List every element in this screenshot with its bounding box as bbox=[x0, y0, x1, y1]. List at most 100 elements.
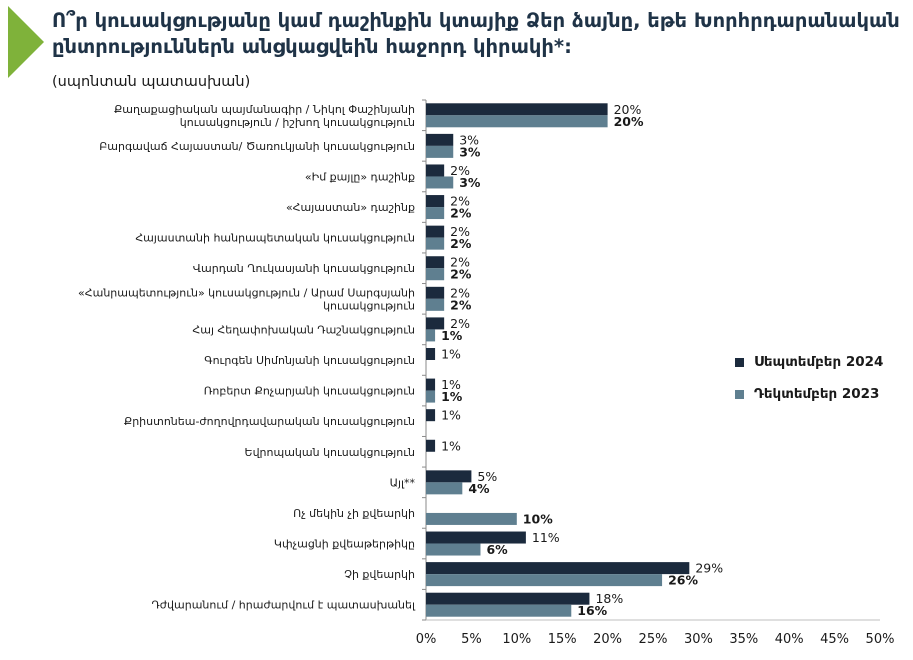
x-tick-label: 5% bbox=[461, 632, 482, 647]
bar-2024 bbox=[426, 256, 445, 269]
category-label: Քաղաքացիական պայմանագիր / Նիկոլ Փաշինյան… bbox=[114, 103, 415, 116]
data-label-2023: 2% bbox=[450, 206, 472, 221]
category-label: «Հանրապետություն» կուսակցություն / Արամ … bbox=[78, 286, 415, 299]
bar-2023 bbox=[426, 390, 436, 403]
legend-swatch-2023 bbox=[735, 389, 744, 399]
data-label-2023: 3% bbox=[459, 144, 481, 159]
category-label: կուսակցություն / իշխող կուսակցություն bbox=[180, 116, 415, 129]
legend-label-2023: Դեկտեմբեր 2023 bbox=[754, 386, 880, 402]
x-tick-label: 15% bbox=[548, 632, 577, 647]
bar-2024 bbox=[426, 470, 472, 483]
data-label-2024: 5% bbox=[477, 469, 497, 484]
data-label-2024: 20% bbox=[614, 102, 642, 117]
title-arrow-icon bbox=[8, 6, 44, 78]
data-label-2024: 1% bbox=[441, 347, 461, 362]
category-label: կուսակցություն bbox=[323, 299, 415, 312]
legend-item-2024: Սեպտեմբեր 2024 bbox=[735, 352, 883, 372]
data-label-2024: 2% bbox=[450, 285, 470, 300]
data-label-2023: 2% bbox=[450, 297, 472, 312]
category-label: Վարդան Ղուկասյանի կուսակցություն bbox=[193, 262, 415, 275]
data-label-2024: 11% bbox=[532, 530, 560, 545]
bar-2023 bbox=[426, 298, 445, 311]
category-label: «Իմ քայլը» դաշինք bbox=[305, 170, 415, 183]
x-tick-label: 45% bbox=[820, 632, 849, 647]
category-label: Հայ Հեղափոխական Դաշնակցություն bbox=[192, 323, 415, 336]
category-label: Այլ** bbox=[390, 476, 416, 489]
bar-2024 bbox=[426, 348, 436, 360]
bar-2023 bbox=[426, 574, 663, 587]
bar-2024 bbox=[426, 531, 526, 544]
bar-2023 bbox=[426, 512, 517, 525]
x-tick-label: 0% bbox=[416, 632, 437, 647]
data-label-2023: 10% bbox=[523, 511, 553, 526]
category-label: Հայաստանի հանրապետական կուսակցություն bbox=[135, 232, 415, 245]
category-label: Չի քվեարկի bbox=[344, 568, 415, 581]
bar-2024 bbox=[426, 562, 690, 575]
chart-title: Ո՞ր կուսակցությանը կամ դաշինքին կտայիք Ձ… bbox=[52, 9, 900, 58]
data-label-2023: 20% bbox=[614, 114, 644, 129]
bar-2024 bbox=[426, 225, 445, 238]
legend-item-2023: Դեկտեմբեր 2023 bbox=[735, 384, 883, 404]
data-label-2024: 2% bbox=[450, 224, 470, 239]
x-tick-label: 20% bbox=[593, 632, 622, 647]
bar-2024 bbox=[426, 409, 436, 422]
bar-2024 bbox=[426, 133, 454, 146]
data-label-2023: 2% bbox=[450, 267, 472, 282]
bar-2023 bbox=[426, 268, 445, 281]
data-label-2023: 16% bbox=[577, 603, 607, 618]
data-label-2024: 29% bbox=[695, 561, 723, 576]
data-label-2023: 6% bbox=[486, 542, 508, 557]
x-tick-label: 25% bbox=[639, 632, 668, 647]
x-tick-label: 35% bbox=[729, 632, 758, 647]
x-tick-label: 50% bbox=[866, 632, 895, 647]
x-tick-label: 30% bbox=[684, 632, 713, 647]
category-label: Ռոբերտ Քոչարյանի կուսակցություն bbox=[204, 385, 415, 398]
category-label: Դժվարանում / հրաժարվում է պատասխանել bbox=[152, 599, 416, 612]
data-label-2024: 18% bbox=[595, 591, 623, 606]
data-label-2024: 1% bbox=[441, 377, 461, 392]
data-label-2024: 3% bbox=[459, 132, 479, 147]
category-label: Քրիստոնեա-ժողովրդավարական կուսակցություն bbox=[124, 415, 415, 428]
bar-2024 bbox=[426, 103, 608, 116]
category-label: Կփչացնի քվեաթերթիկը bbox=[274, 538, 415, 551]
category-label: «Հայաստան» դաշինք bbox=[286, 201, 415, 214]
bar-2023 bbox=[426, 329, 436, 342]
category-label: Ոչ մեկին չի քվեարկի bbox=[293, 507, 415, 520]
bar-2024 bbox=[426, 439, 436, 452]
bar-2023 bbox=[426, 145, 454, 158]
data-label-2023: 1% bbox=[441, 328, 463, 343]
bar-2024 bbox=[426, 592, 590, 605]
bar-2023 bbox=[426, 604, 572, 617]
bar-2023 bbox=[426, 482, 463, 495]
category-label: Բարգավաճ Հայաստան/ Ծառուկյանի կուսակցութ… bbox=[99, 140, 415, 153]
category-label: Եվրոպական կուսակցություն bbox=[245, 446, 415, 459]
data-label-2023: 26% bbox=[668, 573, 698, 588]
data-label-2023: 2% bbox=[450, 236, 472, 251]
data-label-2024: 2% bbox=[450, 194, 470, 209]
data-label-2024: 2% bbox=[450, 316, 470, 331]
category-label: Գուրգեն Սիմոնյանի կուսակցություն bbox=[204, 354, 415, 367]
chart-subtitle: (սպոնտան պատասխան) bbox=[52, 74, 251, 90]
data-label-2023: 1% bbox=[441, 389, 463, 404]
legend-swatch-2024 bbox=[735, 357, 744, 367]
bar-2023 bbox=[426, 207, 445, 220]
x-tick-label: 10% bbox=[502, 632, 531, 647]
bar-2024 bbox=[426, 195, 445, 208]
bar-2024 bbox=[426, 378, 436, 391]
data-label-2024: 1% bbox=[441, 408, 461, 423]
data-label-2023: 4% bbox=[468, 481, 490, 496]
bar-2023 bbox=[426, 237, 445, 250]
bar-2024 bbox=[426, 317, 445, 330]
x-tick-label: 40% bbox=[775, 632, 804, 647]
legend: Սեպտեմբեր 2024 Դեկտեմբեր 2023 bbox=[735, 352, 883, 416]
data-label-2024: 2% bbox=[450, 163, 470, 178]
bar-2023 bbox=[426, 543, 481, 556]
bar-2024 bbox=[426, 286, 445, 299]
legend-label-2024: Սեպտեմբեր 2024 bbox=[754, 354, 884, 370]
data-label-2024: 2% bbox=[450, 255, 470, 270]
data-label-2024: 1% bbox=[441, 438, 461, 453]
data-label-2023: 3% bbox=[459, 175, 481, 190]
bar-2024 bbox=[426, 164, 445, 177]
bar-2023 bbox=[426, 115, 608, 128]
